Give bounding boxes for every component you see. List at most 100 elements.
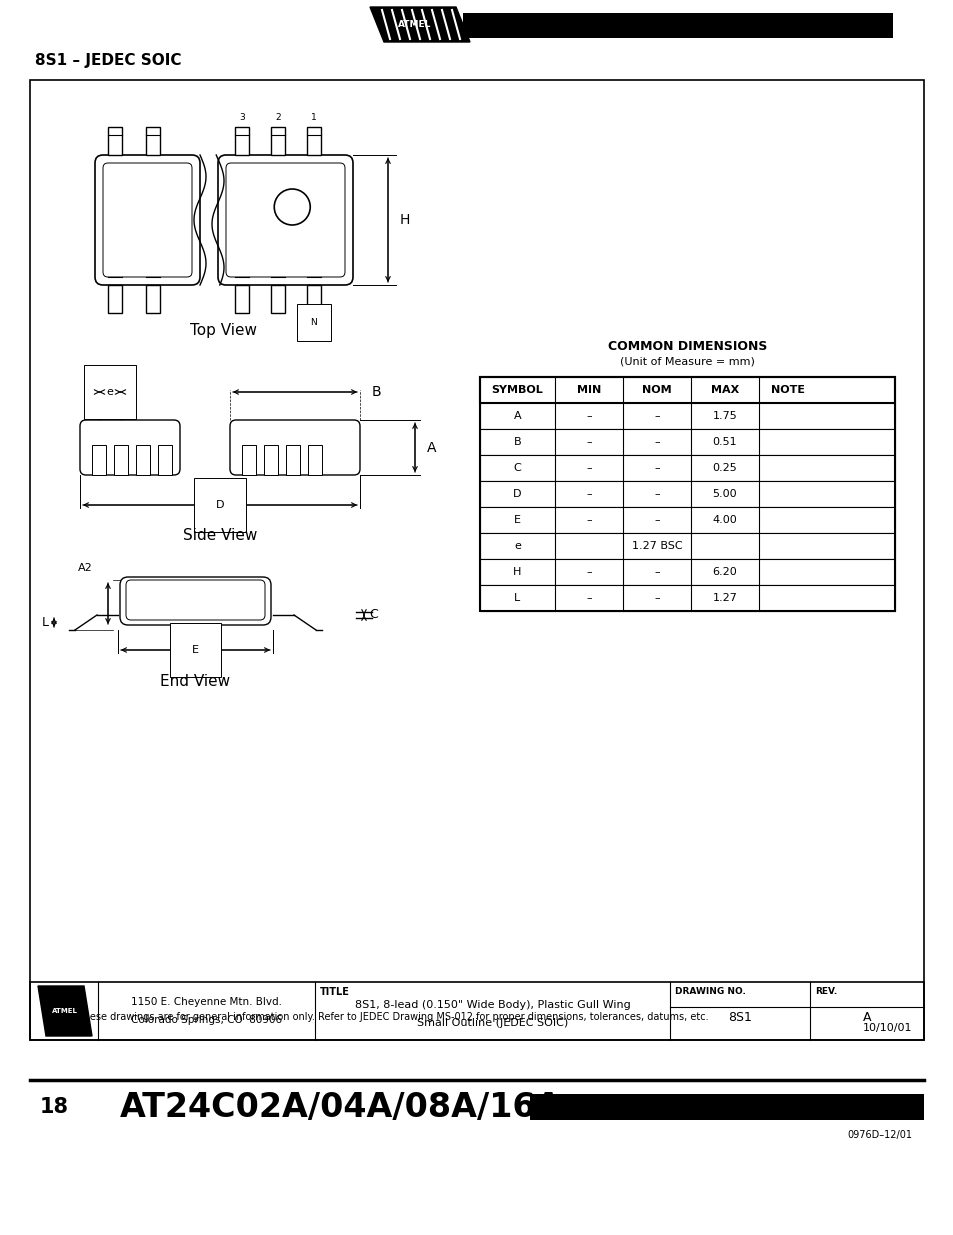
Text: L: L [514, 593, 520, 603]
Text: –: – [585, 411, 591, 421]
Text: Colorado Springs, CO  80906: Colorado Springs, CO 80906 [131, 1015, 282, 1025]
Text: MAX: MAX [710, 385, 739, 395]
Text: C: C [369, 609, 377, 621]
Text: L: L [42, 616, 49, 629]
Bar [479, 454, 894, 480]
Bar [308, 445, 322, 475]
Text: –: – [654, 515, 659, 525]
Bar [479, 377, 894, 611]
Text: B: B [372, 385, 381, 399]
Bar [286, 445, 299, 475]
Text: –: – [585, 463, 591, 473]
Text: e: e [514, 541, 520, 551]
Bar [271, 285, 285, 312]
Text: Note:   These drawings are for general information only. Refer to JEDEC Drawing : Note: These drawings are for general inf… [42, 1011, 708, 1023]
Text: e: e [107, 387, 113, 396]
FancyBboxPatch shape [95, 156, 200, 285]
Bar [479, 403, 894, 429]
FancyBboxPatch shape [120, 577, 271, 625]
Text: End View: End View [160, 674, 230, 689]
Text: 0976D–12/01: 0976D–12/01 [846, 1130, 911, 1140]
Text: E: E [192, 645, 199, 655]
Bar [530, 1094, 923, 1120]
Text: –: – [585, 489, 591, 499]
Text: A2: A2 [78, 563, 92, 573]
Text: 1: 1 [311, 112, 316, 122]
Text: COMMON DIMENSIONS: COMMON DIMENSIONS [607, 341, 766, 353]
Text: 6.20: 6.20 [712, 567, 737, 577]
Polygon shape [370, 7, 470, 42]
Text: A: A [427, 441, 436, 454]
Text: D: D [215, 500, 224, 510]
Text: REV.: REV. [814, 988, 837, 997]
Text: 8S1 – JEDEC SOIC: 8S1 – JEDEC SOIC [35, 53, 181, 68]
Bar [242, 445, 255, 475]
Bar [479, 534, 894, 559]
Text: 2: 2 [274, 112, 280, 122]
Bar [264, 445, 277, 475]
Bar [91, 445, 106, 475]
Bar [158, 445, 172, 475]
Text: B: B [513, 437, 520, 447]
Text: –: – [654, 463, 659, 473]
Text: NOTE: NOTE [770, 385, 804, 395]
Text: H: H [513, 567, 521, 577]
Circle shape [274, 189, 310, 225]
FancyBboxPatch shape [80, 420, 180, 475]
Text: AT24C02A/04A/08A/16A: AT24C02A/04A/08A/16A [120, 1091, 562, 1124]
Bar [271, 127, 285, 156]
Text: SYMBOL: SYMBOL [491, 385, 543, 395]
Bar [146, 285, 160, 312]
Bar [108, 285, 122, 312]
Text: –: – [585, 567, 591, 577]
Text: 18: 18 [40, 1097, 69, 1116]
Text: ATMEL: ATMEL [398, 20, 432, 28]
Bar [479, 559, 894, 585]
Text: 1150 E. Cheyenne Mtn. Blvd.: 1150 E. Cheyenne Mtn. Blvd. [131, 998, 282, 1008]
Text: –: – [654, 411, 659, 421]
Text: Top View: Top View [191, 322, 257, 337]
Bar [234, 127, 249, 156]
Text: N: N [311, 317, 317, 327]
Text: 5.00: 5.00 [712, 489, 737, 499]
Text: D: D [513, 489, 521, 499]
Bar [479, 508, 894, 534]
Bar [113, 445, 128, 475]
Text: 8S1, 8-lead (0.150" Wide Body), Plastic Gull Wing: 8S1, 8-lead (0.150" Wide Body), Plastic … [355, 1000, 630, 1010]
Bar [234, 285, 249, 312]
Text: ATMEL: ATMEL [52, 1008, 78, 1014]
Text: –: – [585, 437, 591, 447]
Polygon shape [38, 986, 91, 1036]
Bar [30, 982, 923, 1040]
Bar [479, 480, 894, 508]
Text: 1.27 BSC: 1.27 BSC [631, 541, 681, 551]
Text: 10/10/01: 10/10/01 [862, 1023, 911, 1032]
Text: (Unit of Measure = mm): (Unit of Measure = mm) [619, 356, 754, 366]
Text: 0.25: 0.25 [712, 463, 737, 473]
Bar [136, 445, 150, 475]
Text: H: H [399, 212, 410, 227]
Text: 3: 3 [239, 112, 245, 122]
Text: TITLE: TITLE [319, 987, 350, 997]
Text: A: A [862, 1011, 870, 1025]
Text: –: – [654, 489, 659, 499]
Text: 1.75: 1.75 [712, 411, 737, 421]
Text: –: – [654, 567, 659, 577]
Text: Side View: Side View [183, 527, 257, 542]
Bar [479, 585, 894, 611]
Text: –: – [585, 515, 591, 525]
Bar [30, 80, 923, 1040]
Bar [479, 429, 894, 454]
Text: NOM: NOM [641, 385, 671, 395]
Bar [108, 127, 122, 156]
Text: 8S1: 8S1 [727, 1011, 751, 1025]
Bar [146, 127, 160, 156]
Text: A: A [513, 411, 520, 421]
Text: 0.51: 0.51 [712, 437, 737, 447]
Text: –: – [654, 437, 659, 447]
Text: 4.00: 4.00 [712, 515, 737, 525]
Text: DRAWING NO.: DRAWING NO. [675, 988, 745, 997]
FancyBboxPatch shape [218, 156, 353, 285]
Bar [307, 127, 320, 156]
Text: Small Outline (JEDEC SOIC): Small Outline (JEDEC SOIC) [416, 1018, 568, 1028]
